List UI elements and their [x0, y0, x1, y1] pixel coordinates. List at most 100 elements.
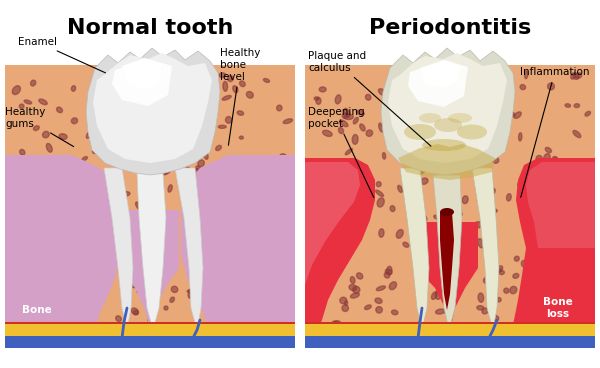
- Ellipse shape: [120, 111, 128, 118]
- Ellipse shape: [221, 187, 227, 192]
- Ellipse shape: [377, 198, 384, 207]
- Text: Deepening
pocket: Deepening pocket: [308, 107, 374, 198]
- Ellipse shape: [558, 252, 563, 261]
- Ellipse shape: [392, 103, 398, 108]
- Ellipse shape: [494, 269, 499, 273]
- Bar: [5, 324, 295, 336]
- Ellipse shape: [166, 263, 171, 268]
- Ellipse shape: [492, 209, 497, 212]
- Ellipse shape: [79, 178, 84, 184]
- Ellipse shape: [55, 201, 60, 206]
- Polygon shape: [420, 60, 460, 88]
- Text: Bone: Bone: [22, 305, 52, 315]
- Text: Healthy
gums: Healthy gums: [5, 107, 74, 146]
- Ellipse shape: [82, 156, 88, 160]
- Ellipse shape: [219, 73, 226, 78]
- Ellipse shape: [342, 113, 348, 118]
- Ellipse shape: [424, 277, 428, 283]
- Ellipse shape: [457, 277, 466, 283]
- Ellipse shape: [63, 264, 66, 269]
- Ellipse shape: [493, 157, 499, 163]
- Ellipse shape: [199, 192, 203, 199]
- Ellipse shape: [376, 190, 383, 197]
- Ellipse shape: [471, 66, 476, 75]
- Polygon shape: [408, 60, 468, 107]
- Ellipse shape: [277, 105, 282, 111]
- Ellipse shape: [403, 242, 409, 247]
- Ellipse shape: [390, 206, 395, 212]
- Ellipse shape: [196, 166, 200, 171]
- Ellipse shape: [497, 266, 503, 272]
- Ellipse shape: [343, 172, 350, 179]
- Ellipse shape: [553, 156, 557, 161]
- Ellipse shape: [280, 154, 287, 159]
- Ellipse shape: [263, 78, 269, 82]
- Ellipse shape: [139, 138, 144, 147]
- Polygon shape: [5, 155, 120, 330]
- Ellipse shape: [130, 95, 136, 99]
- Ellipse shape: [421, 178, 428, 184]
- Ellipse shape: [92, 85, 99, 93]
- Ellipse shape: [580, 256, 587, 259]
- Ellipse shape: [520, 85, 526, 90]
- Ellipse shape: [151, 278, 157, 284]
- Ellipse shape: [43, 131, 49, 138]
- Text: Enamel: Enamel: [18, 37, 106, 73]
- Ellipse shape: [113, 171, 121, 178]
- Ellipse shape: [193, 110, 202, 117]
- Polygon shape: [305, 162, 360, 285]
- Ellipse shape: [88, 179, 94, 188]
- Ellipse shape: [86, 296, 91, 305]
- Text: Healthy
bone
level: Healthy bone level: [220, 49, 260, 145]
- Polygon shape: [112, 59, 172, 106]
- Ellipse shape: [513, 273, 519, 278]
- Ellipse shape: [52, 203, 60, 210]
- Ellipse shape: [446, 126, 452, 134]
- Ellipse shape: [353, 117, 358, 124]
- Text: Normal tooth: Normal tooth: [67, 18, 233, 38]
- Ellipse shape: [268, 259, 271, 268]
- Ellipse shape: [40, 295, 44, 299]
- Ellipse shape: [569, 164, 575, 170]
- Ellipse shape: [575, 73, 582, 78]
- Ellipse shape: [463, 279, 467, 285]
- Ellipse shape: [121, 99, 128, 108]
- Ellipse shape: [477, 305, 484, 310]
- Ellipse shape: [260, 294, 266, 304]
- Ellipse shape: [449, 179, 455, 185]
- Ellipse shape: [227, 296, 233, 306]
- Ellipse shape: [525, 199, 531, 208]
- Ellipse shape: [308, 228, 313, 234]
- Polygon shape: [86, 48, 220, 175]
- Ellipse shape: [233, 86, 238, 93]
- Ellipse shape: [436, 156, 442, 161]
- Ellipse shape: [278, 175, 283, 179]
- Ellipse shape: [434, 215, 438, 219]
- Ellipse shape: [47, 318, 51, 322]
- Ellipse shape: [379, 123, 383, 132]
- Ellipse shape: [269, 238, 277, 244]
- Ellipse shape: [560, 249, 565, 253]
- Ellipse shape: [482, 222, 486, 227]
- Ellipse shape: [130, 284, 139, 288]
- Ellipse shape: [484, 277, 491, 283]
- Ellipse shape: [145, 204, 151, 210]
- Ellipse shape: [528, 256, 536, 263]
- Ellipse shape: [226, 116, 232, 123]
- Ellipse shape: [567, 193, 571, 199]
- Ellipse shape: [480, 119, 485, 124]
- Ellipse shape: [245, 206, 253, 212]
- Ellipse shape: [235, 242, 241, 250]
- Ellipse shape: [136, 282, 143, 289]
- Bar: [305, 65, 595, 330]
- Ellipse shape: [48, 308, 58, 314]
- Ellipse shape: [31, 80, 36, 86]
- Ellipse shape: [15, 226, 22, 233]
- Ellipse shape: [478, 239, 484, 248]
- Ellipse shape: [546, 221, 551, 230]
- Ellipse shape: [455, 141, 462, 146]
- Ellipse shape: [442, 106, 448, 113]
- Ellipse shape: [171, 286, 178, 293]
- Ellipse shape: [224, 318, 232, 325]
- Ellipse shape: [187, 289, 197, 293]
